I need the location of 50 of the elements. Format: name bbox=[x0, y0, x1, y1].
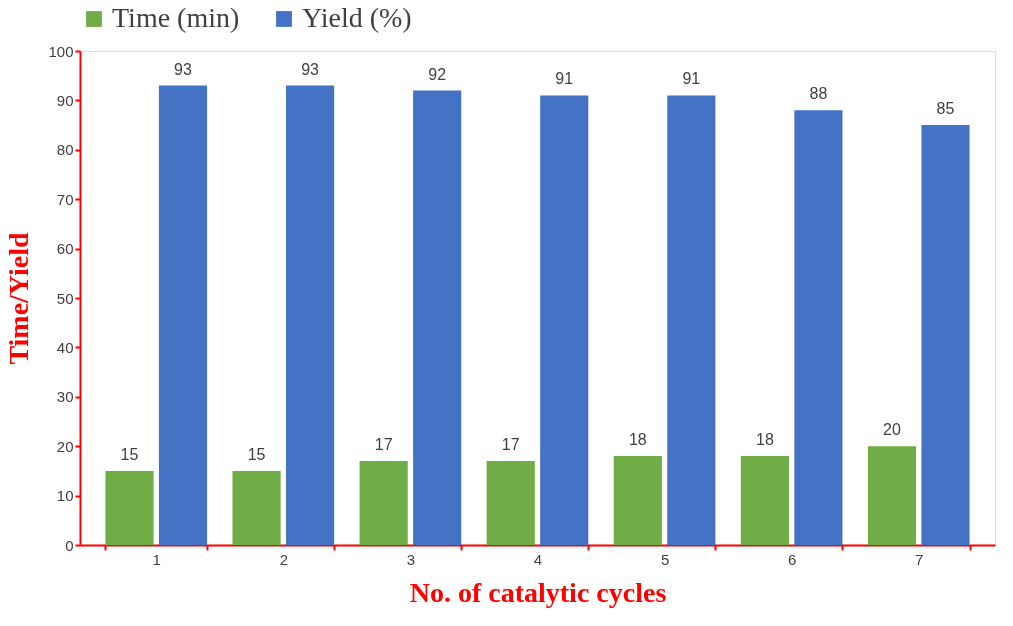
bar bbox=[359, 461, 408, 545]
data-label: 15 bbox=[247, 445, 266, 463]
y-tick-label: 60 bbox=[56, 240, 74, 258]
bar bbox=[486, 461, 535, 545]
data-label: 92 bbox=[428, 65, 447, 83]
y-tick-label: 10 bbox=[56, 487, 74, 505]
bar bbox=[413, 90, 462, 545]
data-label: 18 bbox=[628, 431, 647, 449]
data-label: 17 bbox=[501, 436, 520, 454]
bar bbox=[158, 85, 208, 545]
x-axis-title: No. of catalytic cycles bbox=[409, 576, 667, 608]
x-tick-label: 1 bbox=[152, 550, 161, 568]
bar bbox=[540, 95, 589, 545]
y-tick-label: 50 bbox=[56, 289, 74, 307]
data-label: 88 bbox=[809, 85, 828, 103]
data-label: 91 bbox=[555, 70, 574, 88]
y-tick-label: 0 bbox=[65, 536, 74, 554]
y-tick-label: 20 bbox=[56, 437, 74, 455]
legend-label: Yield (%) bbox=[302, 2, 412, 33]
data-label: 18 bbox=[756, 431, 774, 449]
y-axis-title: Time/Yield bbox=[3, 231, 35, 365]
y-tick-label: 90 bbox=[56, 91, 74, 109]
y-tick-label: 100 bbox=[48, 42, 74, 60]
bar bbox=[613, 456, 662, 545]
y-tick-label: 40 bbox=[56, 338, 74, 356]
data-label: 20 bbox=[883, 421, 901, 439]
x-tick-label: 5 bbox=[660, 550, 670, 568]
bar bbox=[232, 470, 281, 545]
data-label: 15 bbox=[120, 445, 139, 463]
y-tick-label: 80 bbox=[56, 141, 74, 159]
bar bbox=[667, 95, 716, 545]
y-tick-label: 30 bbox=[56, 388, 74, 406]
x-tick-label: 7 bbox=[915, 550, 924, 568]
x-tick-label: 3 bbox=[406, 550, 416, 568]
x-tick-label: 6 bbox=[787, 550, 797, 568]
bar bbox=[794, 110, 843, 545]
x-tick-label: 4 bbox=[533, 550, 543, 568]
bar bbox=[286, 85, 335, 545]
legend-label: Time (min) bbox=[112, 2, 240, 33]
data-label: 93 bbox=[174, 60, 192, 78]
bar bbox=[867, 446, 917, 545]
y-tick-label: 70 bbox=[56, 190, 74, 208]
bar bbox=[740, 456, 789, 545]
data-label: 85 bbox=[936, 100, 955, 118]
data-label: 93 bbox=[301, 60, 320, 78]
x-tick-label: 2 bbox=[279, 550, 289, 568]
bar bbox=[105, 470, 154, 545]
data-label: 17 bbox=[374, 436, 393, 454]
data-label: 91 bbox=[682, 70, 701, 88]
bar bbox=[921, 125, 970, 545]
